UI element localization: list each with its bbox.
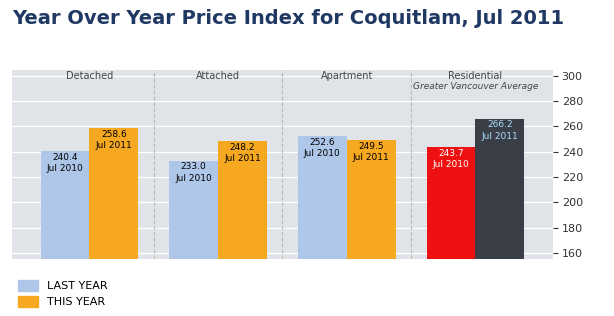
Text: Attached: Attached (196, 71, 240, 81)
Text: 248.2
Jul 2011: 248.2 Jul 2011 (224, 143, 261, 163)
Bar (90, 128, 138, 259)
Text: 233.0
Jul 2010: 233.0 Jul 2010 (176, 162, 212, 183)
Text: 249.5
Jul 2011: 249.5 Jul 2011 (353, 142, 389, 162)
Text: 252.6
Jul 2010: 252.6 Jul 2010 (304, 138, 341, 158)
Legend: LAST YEAR, THIS YEAR: LAST YEAR, THIS YEAR (18, 280, 107, 307)
Bar (218, 141, 267, 259)
Text: 266.2
Jul 2011: 266.2 Jul 2011 (481, 120, 518, 141)
Text: Residential: Residential (448, 71, 502, 81)
Bar (475, 118, 524, 259)
Text: 240.4
Jul 2010: 240.4 Jul 2010 (47, 153, 84, 173)
Bar (169, 161, 218, 259)
Text: Greater Vancouver Average: Greater Vancouver Average (413, 82, 538, 91)
Text: Year Over Year Price Index for Coquitlam, Jul 2011: Year Over Year Price Index for Coquitlam… (12, 9, 564, 28)
Text: 258.6
Jul 2011: 258.6 Jul 2011 (96, 130, 132, 150)
Bar (298, 136, 347, 259)
Bar (347, 140, 395, 259)
Bar (41, 151, 90, 259)
Bar (427, 147, 475, 259)
Text: Apartment: Apartment (321, 71, 373, 81)
Text: Detached: Detached (66, 71, 113, 81)
Text: 243.7
Jul 2010: 243.7 Jul 2010 (433, 149, 469, 169)
